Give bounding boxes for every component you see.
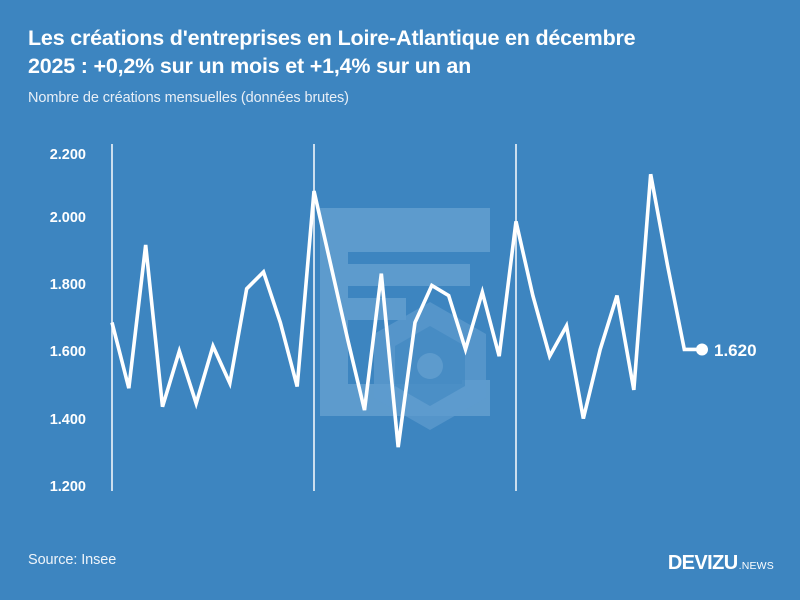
- source-note: Source: Insee: [28, 552, 117, 568]
- endpoint-value-label: 1.620: [714, 341, 757, 360]
- x-axis: Janv. 2023 Janv. 2024 Janv. 2025: [76, 508, 552, 510]
- y-tick-label: 1.600: [50, 344, 86, 360]
- y-tick-label: 1.400: [50, 412, 86, 428]
- chart-container: 2.200 2.000 1.800 1.600 1.400 1.200 1.62…: [0, 130, 800, 510]
- y-tick-label: 2.200: [50, 147, 86, 163]
- y-tick-label: 1.800: [50, 277, 86, 293]
- brand-logo: DEVIZU .NEWS: [668, 552, 774, 575]
- page-title: Les créations d'entreprises en Loire-Atl…: [28, 26, 636, 78]
- header: Les créations d'entreprises en Loire-Atl…: [28, 24, 773, 107]
- footer: Source: Insee DEVIZU .NEWS: [0, 540, 800, 600]
- x-tick-label-janv-2023: Janv. 2023: [76, 508, 148, 510]
- y-tick-label: 1.200: [50, 479, 86, 495]
- y-axis: 2.200 2.000 1.800 1.600 1.400 1.200: [50, 147, 86, 495]
- y-tick-label: 2.000: [50, 210, 86, 226]
- x-tick-label-janv-2025: Janv. 2025: [480, 508, 552, 510]
- endpoint-marker: [696, 343, 708, 356]
- brand-suffix: .NEWS: [738, 560, 774, 572]
- line-chart: 2.200 2.000 1.800 1.600 1.400 1.200 1.62…: [50, 144, 757, 510]
- brand-name: DEVIZU: [667, 552, 738, 574]
- series-line-creations: [110, 173, 702, 448]
- page-subtitle: Nombre de créations mensuelles (données …: [28, 90, 349, 106]
- x-tick-label-janv-2024: Janv. 2024: [278, 508, 350, 510]
